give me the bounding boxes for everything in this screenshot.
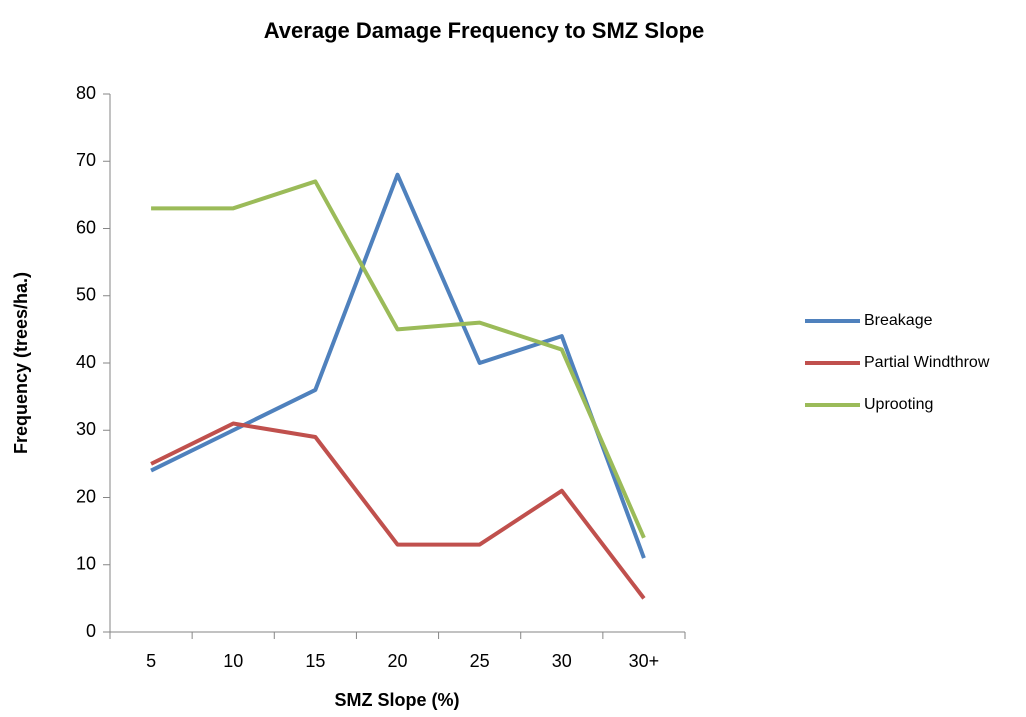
x-tick-label: 5: [146, 651, 156, 671]
y-tick-label: 80: [76, 83, 96, 103]
y-tick-label: 0: [86, 621, 96, 641]
legend-label: Partial Windthrow: [864, 354, 990, 371]
legend-label: Uprooting: [864, 396, 933, 413]
y-tick-label: 20: [76, 486, 96, 506]
y-tick-label: 40: [76, 352, 96, 372]
y-tick-label: 50: [76, 285, 96, 305]
x-tick-label: 25: [470, 651, 490, 671]
y-tick-label: 30: [76, 419, 96, 439]
x-tick-label: 10: [223, 651, 243, 671]
chart-title: Average Damage Frequency to SMZ Slope: [264, 18, 705, 43]
series-line: [151, 179, 646, 539]
series-line: [150, 172, 646, 559]
series-line: [150, 421, 646, 600]
x-tick-label: 30+: [629, 651, 660, 671]
x-tick-label: 30: [552, 651, 572, 671]
x-tick-label: 20: [387, 651, 407, 671]
y-axis-label: Frequency (trees/ha.): [11, 272, 31, 454]
y-tick-label: 60: [76, 217, 96, 237]
legend-label: Breakage: [864, 312, 933, 329]
y-tick-label: 10: [76, 554, 96, 574]
x-axis-label: SMZ Slope (%): [335, 690, 460, 710]
x-tick-label: 15: [305, 651, 325, 671]
y-tick-label: 70: [76, 150, 96, 170]
